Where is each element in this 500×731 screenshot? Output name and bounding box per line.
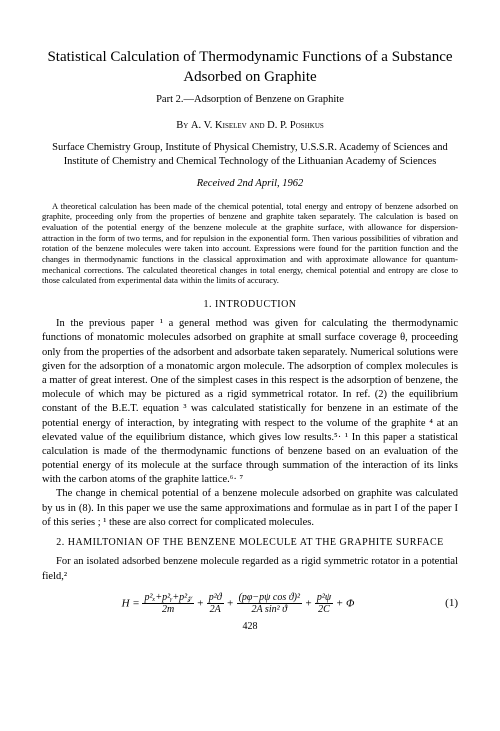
- paper-subtitle: Part 2.—Adsorption of Benzene on Graphit…: [42, 93, 458, 107]
- equation-1-number: (1): [434, 596, 458, 611]
- eq1-term2: p²ϑ 2A: [207, 592, 224, 616]
- affiliation: Surface Chemistry Group, Institute of Ph…: [42, 141, 458, 168]
- eq1-t2-den: 2A: [207, 604, 224, 616]
- plus-sign: +: [226, 597, 236, 609]
- section-1-heading: 1. INTRODUCTION: [42, 298, 458, 312]
- plus-sign: +: [305, 597, 315, 609]
- author-1: A. V. Kiselev: [191, 120, 247, 131]
- and-label: and: [249, 120, 264, 131]
- authors-line: By A. V. Kiselev and D. P. Poshkus: [42, 119, 458, 133]
- eq1-tail: + Φ: [336, 597, 355, 609]
- equals-sign: =: [132, 597, 142, 609]
- eq1-term4: p²ψ 2C: [315, 592, 333, 616]
- equation-1: H = p²ₓ+p²ᵧ+p²𝓏 2m + p²ϑ 2A + (pφ−pψ cos…: [42, 592, 458, 616]
- abstract: A theoretical calculation has been made …: [42, 201, 458, 286]
- eq1-term1: p²ₓ+p²ᵧ+p²𝓏 2m: [142, 592, 193, 616]
- section-2-heading: 2. HAMILTONIAN OF THE BENZENE MOLECULE A…: [42, 536, 458, 550]
- eq1-t3-num: (pφ−pψ cos ϑ)²: [237, 592, 302, 604]
- eq1-t1-num: p²ₓ+p²ᵧ+p²𝓏: [142, 592, 193, 604]
- paper-title: Statistical Calculation of Thermodynamic…: [42, 48, 458, 87]
- intro-paragraph-1: In the previous paper ¹ a general method…: [42, 317, 458, 487]
- eq1-t3-den: 2A sin² ϑ: [237, 604, 302, 616]
- eq1-t4-den: 2C: [315, 604, 333, 616]
- received-date: Received 2nd April, 1962: [42, 177, 458, 191]
- section-2-paragraph-1: For an isolated adsorbed benzene molecul…: [42, 555, 458, 583]
- eq1-term3: (pφ−pψ cos ϑ)² 2A sin² ϑ: [237, 592, 302, 616]
- eq1-t4-num: p²ψ: [315, 592, 333, 604]
- plus-sign: +: [197, 597, 207, 609]
- intro-paragraph-2: The change in chemical potential of a be…: [42, 487, 458, 530]
- equation-1-body: H = p²ₓ+p²ᵧ+p²𝓏 2m + p²ϑ 2A + (pφ−pψ cos…: [42, 592, 434, 616]
- eq1-t1-den: 2m: [142, 604, 193, 616]
- eq1-t2-num: p²ϑ: [207, 592, 224, 604]
- by-label: By: [176, 120, 188, 131]
- page-number: 428: [42, 620, 458, 634]
- eq1-lhs: H: [122, 597, 130, 609]
- author-2: D. P. Poshkus: [267, 120, 324, 131]
